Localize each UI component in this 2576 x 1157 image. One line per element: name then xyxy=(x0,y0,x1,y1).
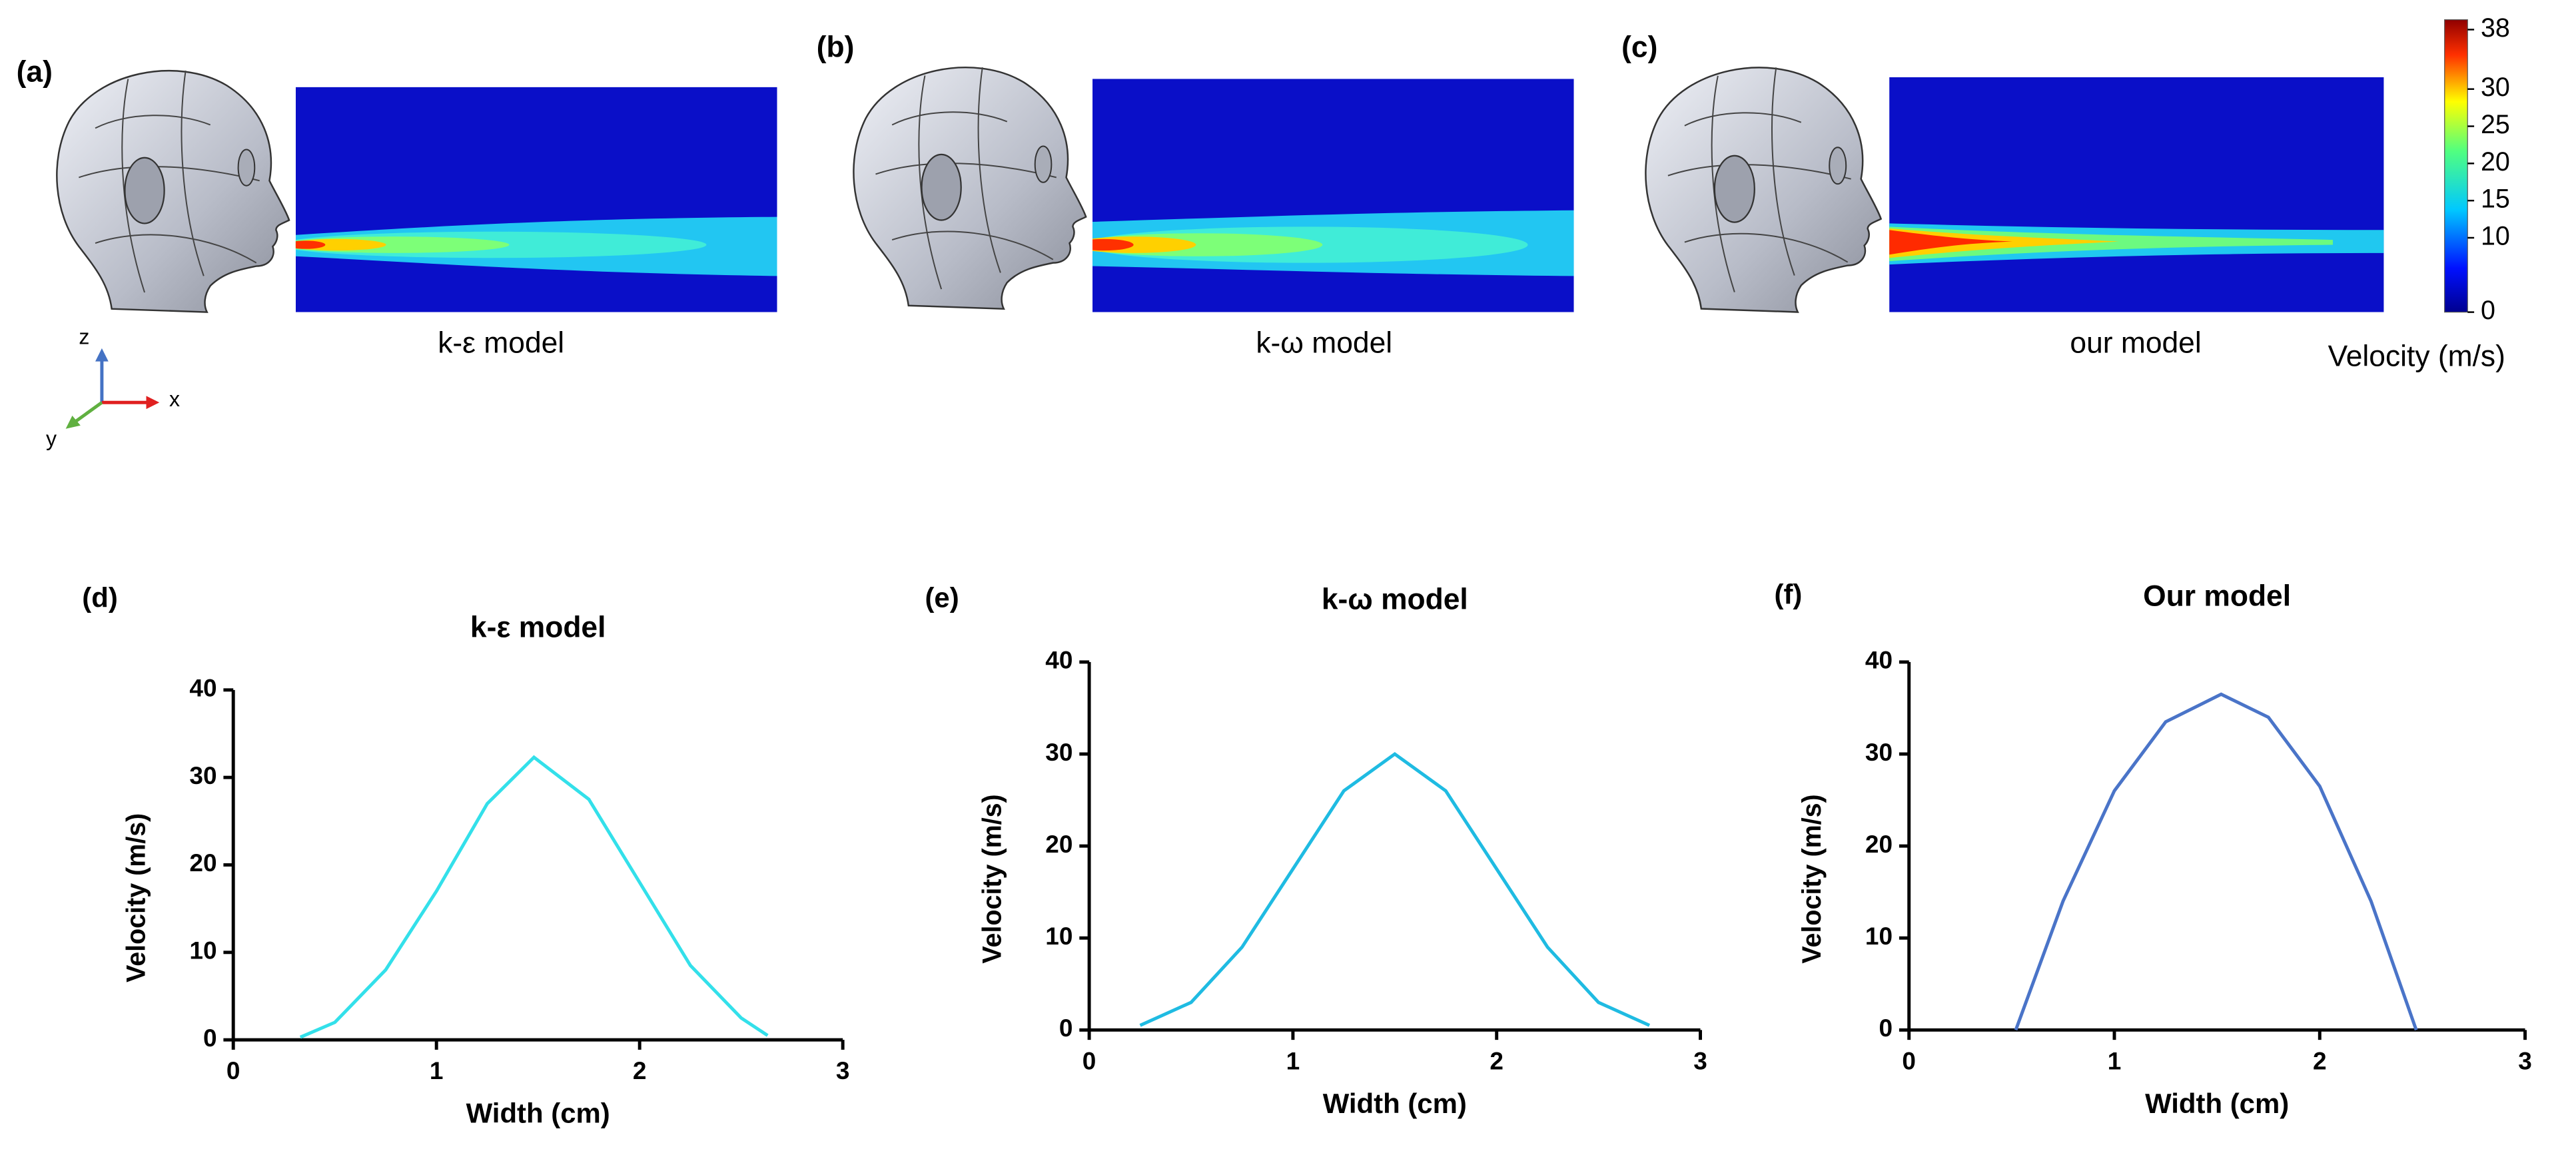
panel-label: (f) xyxy=(1774,578,1802,609)
colorbar-tick-label: 10 xyxy=(2481,221,2510,250)
colorbar-tick-label: 25 xyxy=(2481,110,2510,139)
panel-caption: k-ε model xyxy=(438,327,564,360)
colorbar xyxy=(2444,19,2468,313)
x-tick-label: 1 xyxy=(430,1057,444,1084)
x-tick-label: 3 xyxy=(836,1057,850,1084)
y-tick-label: 20 xyxy=(189,849,216,877)
axis-label-y: y xyxy=(46,426,57,450)
axis-label-z: z xyxy=(79,325,89,349)
velocity-field xyxy=(1889,77,2384,312)
y-axis-label: Velocity (m/s) xyxy=(122,813,151,982)
x-axis-label: Width (cm) xyxy=(1323,1088,1467,1119)
colorbar-tick-label: 20 xyxy=(2481,147,2510,177)
x-tick-label: 0 xyxy=(1902,1047,1916,1074)
x-tick-label: 2 xyxy=(633,1057,647,1084)
x-tick-label: 3 xyxy=(2518,1047,2532,1074)
y-tick-label: 20 xyxy=(1045,831,1073,858)
colorbar-tick-label: 38 xyxy=(2481,13,2510,43)
y-tick-label: 40 xyxy=(1045,647,1073,674)
y-tick-label: 10 xyxy=(1045,923,1073,950)
x-tick-label: 0 xyxy=(226,1057,240,1084)
y-tick-label: 40 xyxy=(189,675,216,702)
chart-title: k-ε model xyxy=(470,611,606,643)
y-tick-label: 30 xyxy=(1865,739,1893,766)
panel-caption: our model xyxy=(2070,327,2201,360)
chart-title: Our model xyxy=(2143,579,2291,612)
y-tick-label: 0 xyxy=(1059,1014,1073,1042)
x-tick-label: 1 xyxy=(1286,1047,1300,1074)
panel-label: (d) xyxy=(82,581,118,613)
panel-label: (e) xyxy=(925,581,959,613)
line xyxy=(1139,751,1651,1027)
y-tick-label: 0 xyxy=(1879,1014,1893,1042)
x-tick-label: 2 xyxy=(2313,1047,2327,1074)
y-tick-label: 10 xyxy=(189,937,216,964)
panel-label: (b) xyxy=(817,31,855,64)
x-tick-label: 1 xyxy=(2108,1047,2122,1074)
velocity-field xyxy=(1092,79,1574,312)
panel-label: (a) xyxy=(17,56,53,89)
y-tick-label: 20 xyxy=(1865,831,1893,858)
x-tick-label: 2 xyxy=(1490,1047,1503,1074)
y-axis-label: Velocity (m/s) xyxy=(1797,794,1827,963)
panel-caption: k-ω model xyxy=(1256,327,1392,360)
line xyxy=(299,755,769,1039)
y-axis-label: Velocity (m/s) xyxy=(977,794,1007,963)
colorbar-tick-label: 0 xyxy=(2481,296,2495,325)
y-tick-label: 30 xyxy=(189,762,216,789)
y-tick-label: 10 xyxy=(1865,923,1893,950)
panel-label: (c) xyxy=(1621,31,1657,64)
x-tick-label: 3 xyxy=(1693,1047,1707,1074)
head-model xyxy=(56,69,290,313)
velocity-field xyxy=(295,87,777,312)
colorbar-tick-label: 15 xyxy=(2481,185,2510,214)
chart-title: k-ω model xyxy=(1322,583,1468,615)
y-tick-label: 30 xyxy=(1045,739,1073,766)
head-model xyxy=(853,66,1087,310)
head-model xyxy=(1645,67,1882,313)
y-tick-label: 40 xyxy=(1865,647,1893,674)
y-tick-label: 0 xyxy=(203,1024,217,1052)
colorbar-tick-label: 30 xyxy=(2481,73,2510,102)
axis-label-x: x xyxy=(169,387,180,411)
x-axis-label: Width (cm) xyxy=(2145,1088,2289,1119)
axes-triad xyxy=(65,348,160,429)
line xyxy=(2014,692,2418,1031)
x-axis-label: Width (cm) xyxy=(466,1098,610,1129)
colorbar-title: Velocity (m/s) xyxy=(2328,340,2505,372)
x-tick-label: 0 xyxy=(1082,1047,1096,1074)
